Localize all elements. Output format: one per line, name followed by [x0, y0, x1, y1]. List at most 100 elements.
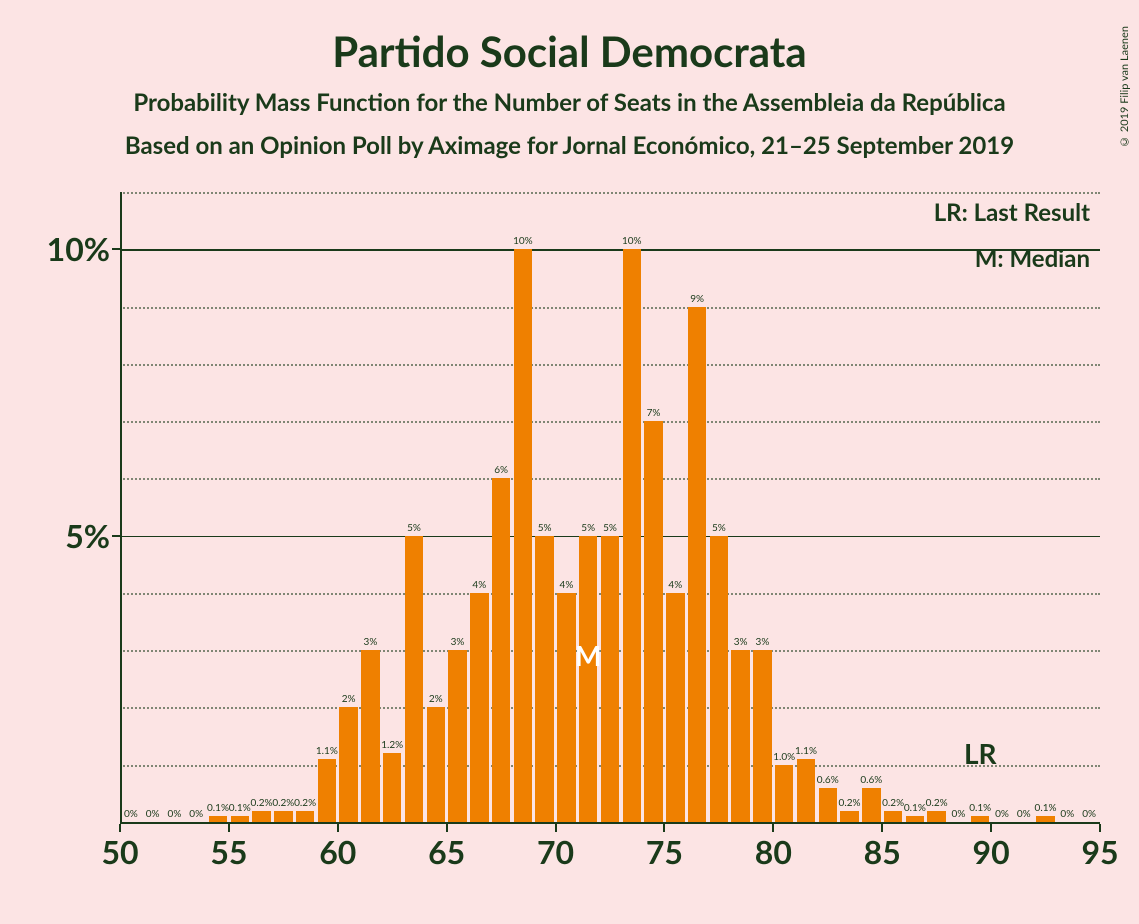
bar-value-label: 10%: [622, 235, 642, 247]
x-tick: [337, 824, 339, 832]
gridline-major: [120, 249, 1100, 251]
x-tick: [990, 824, 992, 832]
bar-value-label: 3%: [451, 636, 465, 648]
bar-value-label: 0.1%: [229, 802, 251, 814]
bar: [666, 593, 685, 822]
bar-value-label: 9%: [690, 293, 704, 305]
x-axis-label: 80: [755, 832, 792, 871]
bar-value-label: 0.2%: [882, 797, 904, 809]
bar: [1036, 816, 1055, 822]
bar-value-label: 5%: [407, 522, 421, 534]
x-axis-label: 65: [428, 832, 465, 871]
bar-value-label: 0%: [1060, 808, 1074, 820]
x-tick: [881, 824, 883, 832]
bar: [361, 650, 380, 822]
bar-value-label: 0%: [1017, 808, 1031, 820]
copyright-notice: © 2019 Filip van Laenen: [1118, 26, 1131, 148]
bar: [623, 249, 642, 822]
bar-value-label: 0.1%: [1035, 802, 1057, 814]
bar-value-label: 7%: [647, 407, 661, 419]
x-axis-label: 95: [1081, 832, 1118, 871]
bar: [383, 753, 402, 822]
y-axis-label: 5%: [10, 516, 110, 555]
bar-value-label: 0%: [952, 808, 966, 820]
bar: [927, 811, 946, 822]
x-axis-label: 70: [537, 832, 574, 871]
bar-value-label: 5%: [581, 522, 595, 534]
y-tick: [112, 535, 120, 537]
bar: [318, 759, 337, 822]
bar: [579, 536, 598, 822]
bar-value-label: 2%: [429, 693, 443, 705]
subtitle-line-1: Probability Mass Function for the Number…: [0, 88, 1139, 117]
chart-plot-area: LR: Last Result M: Median 5%10%505560657…: [120, 192, 1100, 822]
bar: [296, 811, 315, 822]
bar: [209, 816, 228, 822]
x-tick: [119, 824, 121, 832]
x-axis-line: [120, 822, 1100, 824]
bar-value-label: 0%: [1082, 808, 1096, 820]
bar: [274, 811, 293, 822]
page-title: Partido Social Democrata: [0, 0, 1139, 76]
bar: [840, 811, 859, 822]
bar-value-label: 4%: [472, 579, 486, 591]
bar-value-label: 0.1%: [904, 802, 926, 814]
gridline-minor: [120, 478, 1100, 480]
bar: [906, 816, 925, 822]
bar: [427, 707, 446, 822]
bar: [601, 536, 620, 822]
bar-value-label: 0.2%: [926, 797, 948, 809]
bar: [339, 707, 358, 822]
bar-value-label: 3%: [756, 636, 770, 648]
bar-value-label: 4%: [560, 579, 574, 591]
median-marker: M: [575, 638, 601, 672]
bar-value-label: 0%: [995, 808, 1009, 820]
gridline-minor: [120, 364, 1100, 366]
bar-value-label: 0%: [168, 808, 182, 820]
x-axis-label: 85: [864, 832, 901, 871]
bar: [557, 593, 576, 822]
bar-value-label: 2%: [342, 693, 356, 705]
bar: [448, 650, 467, 822]
bar: [644, 421, 663, 822]
bar-value-label: 5%: [603, 522, 617, 534]
legend-last-result: LR: Last Result: [934, 198, 1090, 227]
bar-value-label: 0%: [189, 808, 203, 820]
bar-value-label: 5%: [712, 522, 726, 534]
bar: [753, 650, 772, 822]
bar-value-label: 0.2%: [839, 797, 861, 809]
gridline-minor: [120, 307, 1100, 309]
bar: [971, 816, 990, 822]
x-tick: [1099, 824, 1101, 832]
x-tick: [228, 824, 230, 832]
bar-value-label: 0.2%: [272, 797, 294, 809]
gridline-minor: [120, 192, 1100, 194]
x-tick: [772, 824, 774, 832]
x-tick: [446, 824, 448, 832]
x-axis-label: 90: [973, 832, 1010, 871]
x-axis-label: 50: [101, 832, 138, 871]
gridline-minor: [120, 421, 1100, 423]
bar: [819, 788, 838, 822]
bar-value-label: 10%: [513, 235, 533, 247]
x-axis-label: 60: [319, 832, 356, 871]
bar-value-label: 4%: [668, 579, 682, 591]
bar-value-label: 5%: [538, 522, 552, 534]
bar-value-label: 0%: [146, 808, 160, 820]
bar: [710, 536, 729, 822]
x-axis-label: 75: [646, 832, 683, 871]
bar-value-label: 0.2%: [294, 797, 316, 809]
bar: [231, 816, 250, 822]
bar: [775, 765, 794, 822]
bar: [492, 478, 511, 822]
bar-value-label: 1.1%: [795, 745, 817, 757]
bar-value-label: 0.1%: [969, 802, 991, 814]
bar: [252, 811, 271, 822]
bar-value-label: 0.1%: [207, 802, 229, 814]
bar-value-label: 0.2%: [251, 797, 273, 809]
bar-value-label: 3%: [734, 636, 748, 648]
bar-value-label: 6%: [494, 464, 508, 476]
bar-value-label: 1.2%: [381, 739, 403, 751]
bar-value-label: 0%: [124, 808, 138, 820]
bar: [535, 536, 554, 822]
